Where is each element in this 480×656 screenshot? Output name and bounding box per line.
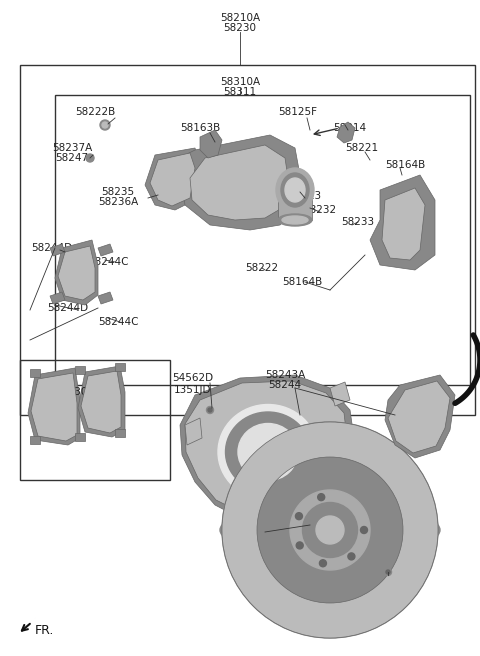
Ellipse shape — [296, 542, 303, 549]
Bar — [55, 95, 470, 385]
Ellipse shape — [208, 408, 212, 412]
Text: 1351JD: 1351JD — [174, 385, 212, 395]
Ellipse shape — [295, 513, 302, 520]
Polygon shape — [330, 382, 350, 406]
Polygon shape — [31, 373, 77, 441]
Polygon shape — [388, 381, 450, 453]
Polygon shape — [200, 130, 222, 158]
Text: 58244: 58244 — [268, 380, 301, 390]
Ellipse shape — [360, 527, 368, 533]
Ellipse shape — [386, 570, 390, 574]
Text: 58244C: 58244C — [88, 257, 128, 267]
Polygon shape — [30, 369, 40, 377]
Polygon shape — [278, 190, 312, 220]
Text: 58235: 58235 — [101, 187, 134, 197]
Ellipse shape — [302, 502, 358, 558]
Polygon shape — [98, 292, 113, 304]
Text: 58221: 58221 — [346, 143, 379, 153]
Ellipse shape — [318, 494, 324, 501]
Text: 58244C: 58244C — [98, 317, 138, 327]
Ellipse shape — [100, 120, 110, 130]
Polygon shape — [75, 433, 85, 441]
Text: 58233: 58233 — [341, 217, 374, 227]
Polygon shape — [180, 135, 300, 230]
Polygon shape — [382, 188, 425, 260]
Polygon shape — [337, 122, 355, 143]
Text: 58210A: 58210A — [220, 13, 260, 23]
Polygon shape — [50, 292, 65, 304]
Text: 58237A: 58237A — [52, 143, 92, 153]
Text: 1220FS: 1220FS — [359, 573, 397, 583]
Text: 58311: 58311 — [223, 87, 257, 97]
Text: 58310A: 58310A — [220, 77, 260, 87]
Polygon shape — [150, 153, 195, 206]
Ellipse shape — [218, 405, 318, 499]
Text: 58164B: 58164B — [282, 277, 322, 287]
Text: 58213: 58213 — [288, 191, 322, 201]
Text: 58236A: 58236A — [98, 197, 138, 207]
Polygon shape — [50, 244, 65, 256]
Ellipse shape — [319, 560, 326, 567]
Polygon shape — [180, 375, 355, 522]
Polygon shape — [185, 418, 202, 445]
Polygon shape — [98, 244, 113, 256]
Polygon shape — [55, 240, 98, 305]
Polygon shape — [115, 429, 125, 437]
Polygon shape — [75, 366, 85, 374]
Polygon shape — [115, 363, 125, 371]
Text: 58243A: 58243A — [265, 370, 305, 380]
Text: 58230: 58230 — [224, 23, 256, 33]
Ellipse shape — [226, 412, 311, 492]
Polygon shape — [370, 175, 435, 270]
Polygon shape — [81, 371, 121, 433]
Text: 58222: 58222 — [245, 263, 278, 273]
Text: 58125F: 58125F — [278, 107, 317, 117]
Text: 58222B: 58222B — [75, 107, 115, 117]
Ellipse shape — [276, 168, 314, 212]
Polygon shape — [190, 145, 288, 220]
Text: 58244D: 58244D — [31, 243, 72, 253]
Text: 58164B: 58164B — [385, 160, 425, 170]
Polygon shape — [30, 436, 40, 444]
Ellipse shape — [384, 569, 392, 575]
Ellipse shape — [238, 424, 298, 480]
Polygon shape — [58, 246, 95, 300]
Polygon shape — [78, 366, 125, 437]
Text: 58314: 58314 — [334, 123, 367, 133]
Ellipse shape — [281, 173, 309, 207]
Text: 58411B: 58411B — [223, 525, 263, 535]
Ellipse shape — [220, 504, 440, 556]
Polygon shape — [185, 381, 348, 516]
Text: 58163B: 58163B — [180, 123, 220, 133]
Ellipse shape — [206, 407, 214, 413]
Text: 58247: 58247 — [55, 153, 89, 163]
Text: 54562D: 54562D — [172, 373, 214, 383]
Ellipse shape — [102, 122, 108, 128]
Text: FR.: FR. — [35, 623, 54, 636]
Ellipse shape — [290, 490, 370, 570]
Text: 58232: 58232 — [303, 205, 336, 215]
Polygon shape — [145, 148, 200, 210]
Polygon shape — [28, 368, 80, 445]
Ellipse shape — [278, 214, 312, 226]
Bar — [20, 360, 170, 480]
Wedge shape — [222, 422, 438, 638]
Text: 58244D: 58244D — [48, 303, 89, 313]
Circle shape — [222, 422, 438, 638]
Ellipse shape — [348, 553, 355, 560]
Ellipse shape — [285, 178, 305, 202]
Ellipse shape — [86, 154, 94, 162]
Bar — [20, 65, 475, 415]
Text: 58302: 58302 — [61, 387, 95, 397]
Ellipse shape — [282, 216, 308, 224]
Ellipse shape — [316, 516, 344, 544]
Polygon shape — [385, 375, 455, 458]
